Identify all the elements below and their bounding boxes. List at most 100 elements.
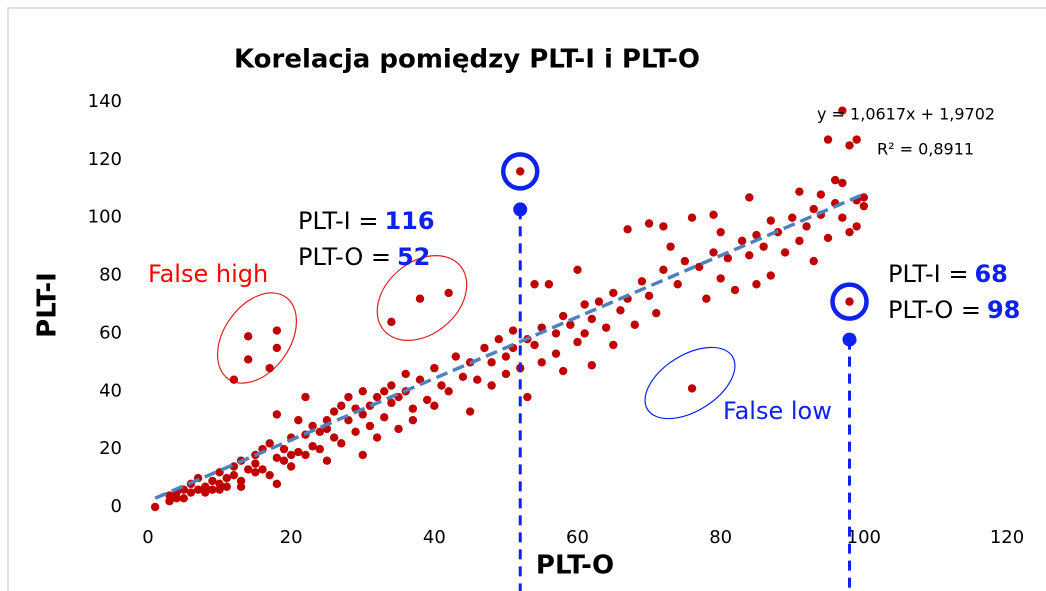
annotation: PLT-I = 68 bbox=[888, 260, 1008, 288]
data-point bbox=[558, 366, 568, 376]
x-tick-label: 80 bbox=[709, 527, 732, 548]
data-point bbox=[573, 265, 582, 274]
annotation-label: PLT-I = bbox=[298, 207, 378, 235]
data-point bbox=[272, 326, 282, 335]
data-point bbox=[201, 488, 210, 497]
x-tick-label: 40 bbox=[423, 527, 446, 548]
y-tick-label: 20 bbox=[99, 438, 122, 459]
data-point bbox=[573, 337, 582, 347]
data-point bbox=[652, 308, 661, 318]
annotation: PLT-O = 52 bbox=[298, 243, 430, 271]
data-point bbox=[236, 482, 246, 491]
data-point bbox=[523, 392, 532, 402]
data-point bbox=[201, 482, 210, 491]
data-point bbox=[766, 271, 775, 280]
trendline-r2: R² = 0,8911 bbox=[877, 140, 974, 159]
data-point bbox=[430, 401, 439, 410]
data-point bbox=[616, 306, 625, 315]
x-tick-label: 60 bbox=[566, 527, 589, 548]
data-point bbox=[551, 329, 561, 338]
data-point bbox=[286, 450, 296, 460]
data-point bbox=[294, 447, 303, 457]
data-point bbox=[823, 233, 833, 243]
data-point bbox=[831, 175, 840, 185]
data-point bbox=[551, 349, 561, 358]
x-tick-label: 120 bbox=[990, 527, 1024, 548]
data-point bbox=[687, 384, 697, 393]
data-point bbox=[337, 439, 346, 448]
trendline bbox=[154, 192, 865, 500]
data-point bbox=[358, 387, 367, 396]
data-point bbox=[666, 242, 675, 251]
false-low-label: False low bbox=[723, 397, 832, 425]
data-point bbox=[752, 230, 761, 240]
data-point bbox=[279, 456, 289, 465]
data-point bbox=[165, 491, 174, 500]
data-point bbox=[852, 222, 861, 231]
data-point bbox=[745, 251, 754, 260]
chart-title: Korelacja pomiędzy PLT-I i PLT-O bbox=[234, 45, 700, 75]
data-point bbox=[516, 167, 525, 176]
data-point bbox=[766, 216, 775, 225]
annotation-value: 116 bbox=[384, 207, 434, 235]
annotation-value: 52 bbox=[397, 243, 430, 271]
data-point bbox=[530, 340, 539, 350]
data-point bbox=[630, 320, 639, 329]
data-point bbox=[344, 392, 353, 402]
annotation-label: PLT-I = bbox=[888, 260, 968, 288]
data-point bbox=[530, 280, 539, 289]
data-point bbox=[580, 300, 589, 309]
data-point bbox=[301, 450, 310, 460]
data-point bbox=[172, 494, 181, 503]
data-point bbox=[365, 421, 375, 431]
data-point bbox=[351, 427, 360, 436]
annotation-label: PLT-O = bbox=[888, 296, 981, 324]
data-point bbox=[358, 410, 367, 419]
data-point bbox=[802, 222, 811, 231]
data-point bbox=[315, 427, 324, 436]
data-point bbox=[644, 219, 654, 228]
data-point bbox=[859, 201, 869, 211]
highlight-ring bbox=[830, 282, 869, 321]
data-point bbox=[838, 106, 847, 115]
data-point bbox=[444, 288, 453, 298]
data-point bbox=[380, 413, 389, 422]
data-point bbox=[286, 462, 296, 471]
false-low-ellipse bbox=[644, 346, 736, 420]
data-point bbox=[687, 213, 697, 222]
data-point bbox=[251, 468, 260, 477]
y-tick-label: 120 bbox=[88, 149, 122, 170]
data-point bbox=[265, 363, 274, 373]
data-point bbox=[222, 482, 231, 491]
data-point bbox=[387, 317, 396, 327]
data-point bbox=[544, 280, 554, 289]
data-point bbox=[451, 352, 461, 361]
data-point bbox=[623, 225, 632, 234]
data-point bbox=[251, 459, 260, 468]
data-point bbox=[838, 178, 847, 188]
false-high-label: False high bbox=[148, 260, 268, 288]
data-point bbox=[788, 213, 797, 222]
data-point bbox=[845, 227, 854, 237]
data-point bbox=[344, 416, 353, 425]
data-point bbox=[566, 320, 575, 329]
y-axis-label: PLT-I bbox=[33, 272, 63, 338]
chart-frame bbox=[7, 7, 1046, 591]
data-point bbox=[838, 213, 847, 222]
data-point bbox=[601, 323, 611, 332]
data-point bbox=[609, 340, 618, 350]
data-point bbox=[165, 497, 174, 506]
data-point bbox=[680, 256, 690, 266]
data-point bbox=[737, 236, 747, 246]
data-point bbox=[308, 442, 317, 451]
data-point bbox=[508, 326, 518, 335]
data-point bbox=[329, 433, 339, 442]
data-point bbox=[322, 456, 332, 465]
y-tick-label: 40 bbox=[99, 380, 122, 401]
data-point bbox=[179, 494, 188, 503]
data-point bbox=[244, 465, 253, 474]
data-point bbox=[265, 439, 274, 448]
data-point bbox=[537, 358, 546, 367]
data-point bbox=[501, 369, 511, 379]
